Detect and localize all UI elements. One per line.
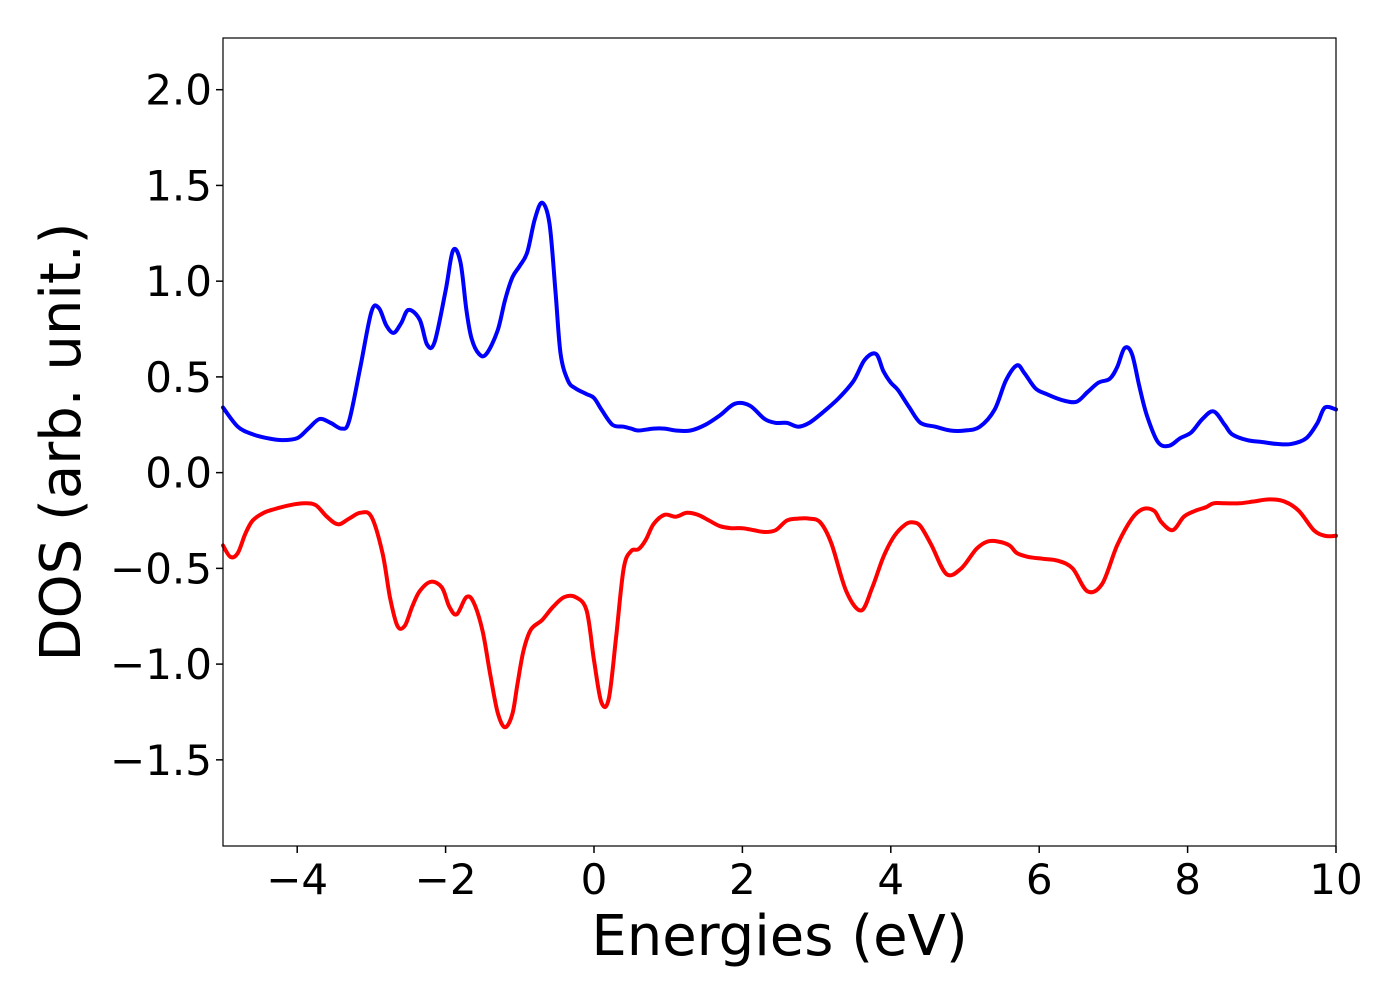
x-tick-label: 0 bbox=[581, 855, 608, 904]
x-tick-label: −2 bbox=[415, 855, 477, 904]
series-line-1 bbox=[221, 200, 1338, 449]
y-tick-label: 0.0 bbox=[145, 449, 212, 498]
y-tick-label: −1.5 bbox=[110, 736, 212, 785]
y-tick-label: 2.0 bbox=[145, 66, 212, 115]
y-axis-ticks: 2.0 1.5 1.0 0.5 0.0 −0.5 −1.0 −1.5 bbox=[110, 66, 223, 785]
x-tick-label: 8 bbox=[1174, 855, 1201, 904]
y-axis-title: DOS (arb. unit.) bbox=[29, 222, 94, 661]
y-tick-label: −0.5 bbox=[110, 544, 212, 593]
y-tick-label: 0.5 bbox=[145, 353, 212, 402]
y-tick-label: 1.0 bbox=[145, 257, 212, 306]
x-axis-title: Energies (eV) bbox=[591, 904, 967, 969]
series-line-2 bbox=[221, 497, 1338, 730]
x-tick-label: 2 bbox=[729, 855, 756, 904]
x-tick-label: 10 bbox=[1309, 855, 1362, 904]
y-tick-label: −1.0 bbox=[110, 640, 212, 689]
plot-frame bbox=[222, 37, 1337, 847]
x-axis-ticks: −4 −2 0 2 4 6 8 10 bbox=[266, 846, 1363, 904]
x-tick-label: 4 bbox=[877, 855, 904, 904]
x-tick-label: 6 bbox=[1026, 855, 1053, 904]
series-layer bbox=[221, 200, 1338, 730]
y-tick-label: 1.5 bbox=[145, 161, 212, 210]
x-tick-label: −4 bbox=[266, 855, 328, 904]
